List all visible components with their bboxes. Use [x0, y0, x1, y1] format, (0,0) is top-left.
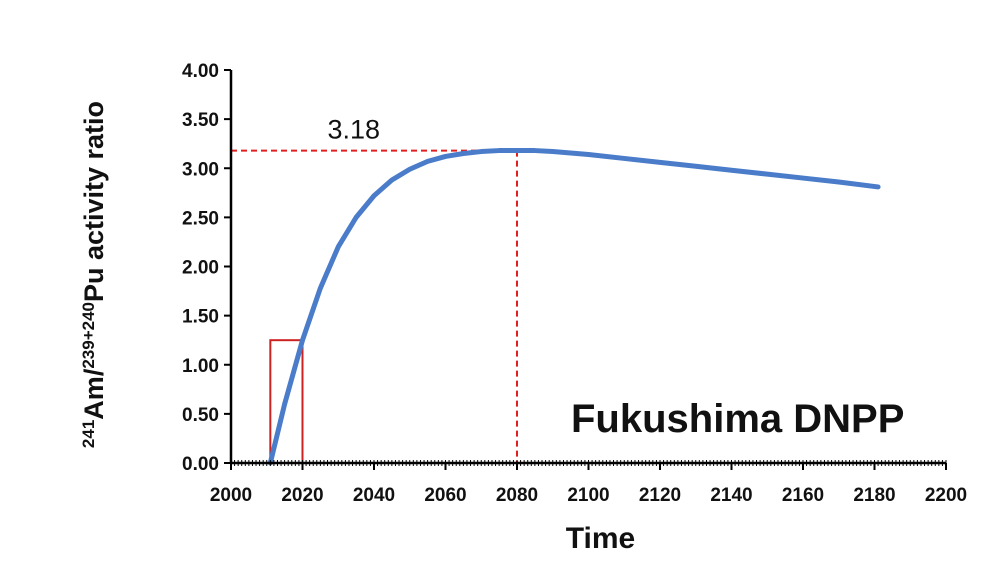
x-tick-label: 2000: [210, 485, 252, 506]
x-tick-label: 2140: [710, 485, 752, 506]
y-title-sup-2: 239+240: [79, 302, 98, 369]
y-tick-label: 0.00: [182, 454, 219, 475]
series-line: [267, 148, 881, 466]
y-tick-label: 1.50: [182, 307, 219, 328]
series-group: [267, 148, 881, 466]
x-tick-label: 2040: [353, 485, 395, 506]
x-axis-title: Time: [566, 522, 635, 555]
x-tick-label: 2020: [281, 485, 323, 506]
x-tick-label: 2160: [782, 485, 824, 506]
y-ticks: 0.00 0.50 1.00 1.50 2.00 2.50 3.00 3.50 4.00: [182, 61, 231, 475]
x-tick-label: 2060: [424, 485, 466, 506]
x-tick-label: 2200: [925, 485, 967, 506]
y-tick-label: 1.00: [182, 356, 219, 377]
x-ticks: 2000 2020 2040 2060 2080 2100 2120 2140 2160 2180…: [210, 463, 967, 506]
x-tick-label: 2080: [496, 485, 538, 506]
x-minor-ticks: [230, 460, 947, 466]
site-label: Fukushima DNPP: [571, 397, 904, 441]
y-tick-label: 4.00: [182, 61, 219, 82]
x-tick-label: 2100: [567, 485, 609, 506]
y-tick-label: 0.50: [182, 405, 219, 426]
y-title-part-1: Am/: [79, 368, 109, 420]
guide-lines: [231, 149, 518, 463]
y-title-sup-1: 241: [79, 420, 98, 448]
y-tick-label: 2.00: [182, 258, 219, 279]
y-tick-label: 3.50: [182, 110, 219, 131]
peak-value-label: 3.18: [328, 115, 381, 145]
y-tick-label: 3.00: [182, 159, 219, 180]
y-title-part-2: Pu activity ratio: [79, 101, 109, 302]
x-tick-label: 2120: [639, 485, 681, 506]
x-tick-label: 2180: [853, 485, 895, 506]
y-tick-label: 2.50: [182, 208, 219, 229]
y-axis-title: 241Am/239+240Pu activity ratio: [79, 101, 110, 448]
